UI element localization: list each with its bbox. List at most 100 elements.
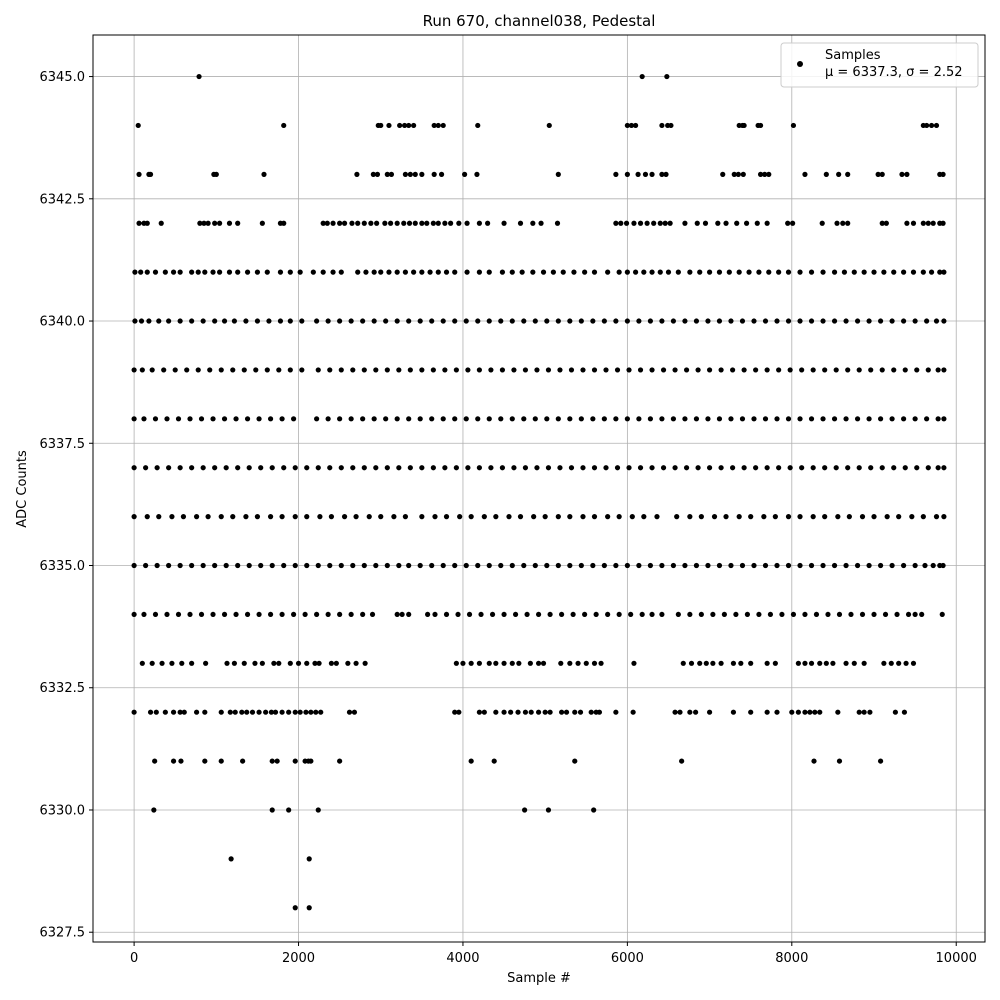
data-point — [263, 709, 269, 715]
data-point — [373, 465, 379, 471]
data-point — [843, 660, 849, 666]
data-point — [875, 171, 881, 177]
data-point — [550, 269, 556, 275]
data-point — [304, 562, 310, 569]
data-point — [475, 562, 481, 569]
data-point — [440, 416, 446, 422]
data-point — [877, 562, 884, 569]
data-point — [486, 562, 492, 569]
data-point — [851, 269, 857, 275]
data-point — [184, 367, 190, 373]
data-point — [506, 514, 512, 520]
x-tick-label: 10000 — [936, 951, 977, 966]
data-point — [230, 514, 236, 520]
data-point — [820, 318, 826, 324]
data-point — [254, 269, 261, 275]
data-point — [341, 220, 348, 226]
data-point — [131, 416, 137, 422]
data-point — [899, 171, 905, 177]
data-point — [516, 660, 522, 666]
data-point — [244, 611, 251, 618]
data-point — [774, 562, 780, 569]
data-point — [453, 660, 459, 666]
data-point — [903, 660, 909, 666]
data-point — [670, 416, 677, 422]
data-point — [774, 416, 780, 422]
data-point — [235, 465, 241, 471]
data-point — [881, 269, 887, 275]
data-point — [723, 514, 729, 520]
data-point — [910, 220, 917, 226]
data-point — [320, 220, 326, 226]
data-point — [153, 709, 159, 715]
data-point — [463, 318, 469, 324]
data-point — [435, 122, 441, 129]
data-point — [139, 660, 145, 666]
data-point — [394, 220, 400, 226]
data-point — [831, 318, 838, 324]
data-point — [833, 465, 839, 471]
data-point — [941, 514, 947, 520]
data-point — [901, 318, 907, 324]
data-point — [591, 514, 598, 520]
data-point — [341, 514, 348, 520]
data-point — [896, 660, 902, 666]
data-point — [743, 220, 750, 226]
data-point — [164, 611, 170, 618]
data-point — [591, 465, 598, 471]
data-point — [355, 269, 361, 275]
data-point — [443, 269, 450, 275]
data-point — [303, 709, 309, 715]
data-point — [269, 807, 275, 813]
data-point — [476, 269, 482, 275]
data-point — [785, 416, 792, 422]
data-point — [555, 562, 561, 569]
data-point — [407, 171, 413, 177]
data-point — [591, 367, 598, 373]
data-point — [905, 611, 912, 618]
data-point — [406, 220, 413, 226]
data-point — [256, 416, 262, 422]
data-point — [605, 611, 611, 618]
data-point — [401, 220, 407, 226]
data-point — [797, 514, 803, 520]
data-point — [226, 220, 233, 226]
data-point — [177, 318, 183, 324]
data-point — [920, 269, 926, 275]
data-point — [920, 220, 926, 226]
data-point — [419, 514, 425, 520]
data-point — [590, 562, 596, 569]
data-point — [901, 562, 907, 569]
data-point — [726, 269, 732, 275]
data-point — [442, 465, 448, 471]
data-point — [361, 220, 367, 226]
data-point — [532, 562, 538, 569]
data-point — [141, 611, 147, 618]
data-point — [662, 220, 668, 226]
data-point — [813, 611, 820, 618]
data-point — [871, 269, 877, 275]
data-point — [371, 318, 377, 324]
data-point — [810, 367, 816, 373]
data-point — [330, 220, 336, 226]
data-point — [304, 660, 310, 666]
data-point — [370, 171, 376, 177]
data-point — [279, 709, 285, 715]
data-point — [138, 269, 144, 275]
data-point — [591, 660, 598, 666]
data-point — [554, 220, 561, 226]
data-point — [384, 171, 390, 177]
data-point — [269, 562, 275, 569]
data-point — [468, 514, 474, 520]
data-point — [292, 905, 298, 911]
data-point — [131, 611, 137, 618]
data-point — [371, 269, 377, 275]
data-point — [647, 562, 653, 569]
data-point — [720, 171, 726, 177]
data-points — [131, 73, 947, 911]
data-point — [613, 171, 619, 177]
data-point — [324, 220, 330, 226]
data-point — [687, 514, 693, 520]
data-point — [616, 611, 622, 618]
data-point — [396, 367, 402, 373]
